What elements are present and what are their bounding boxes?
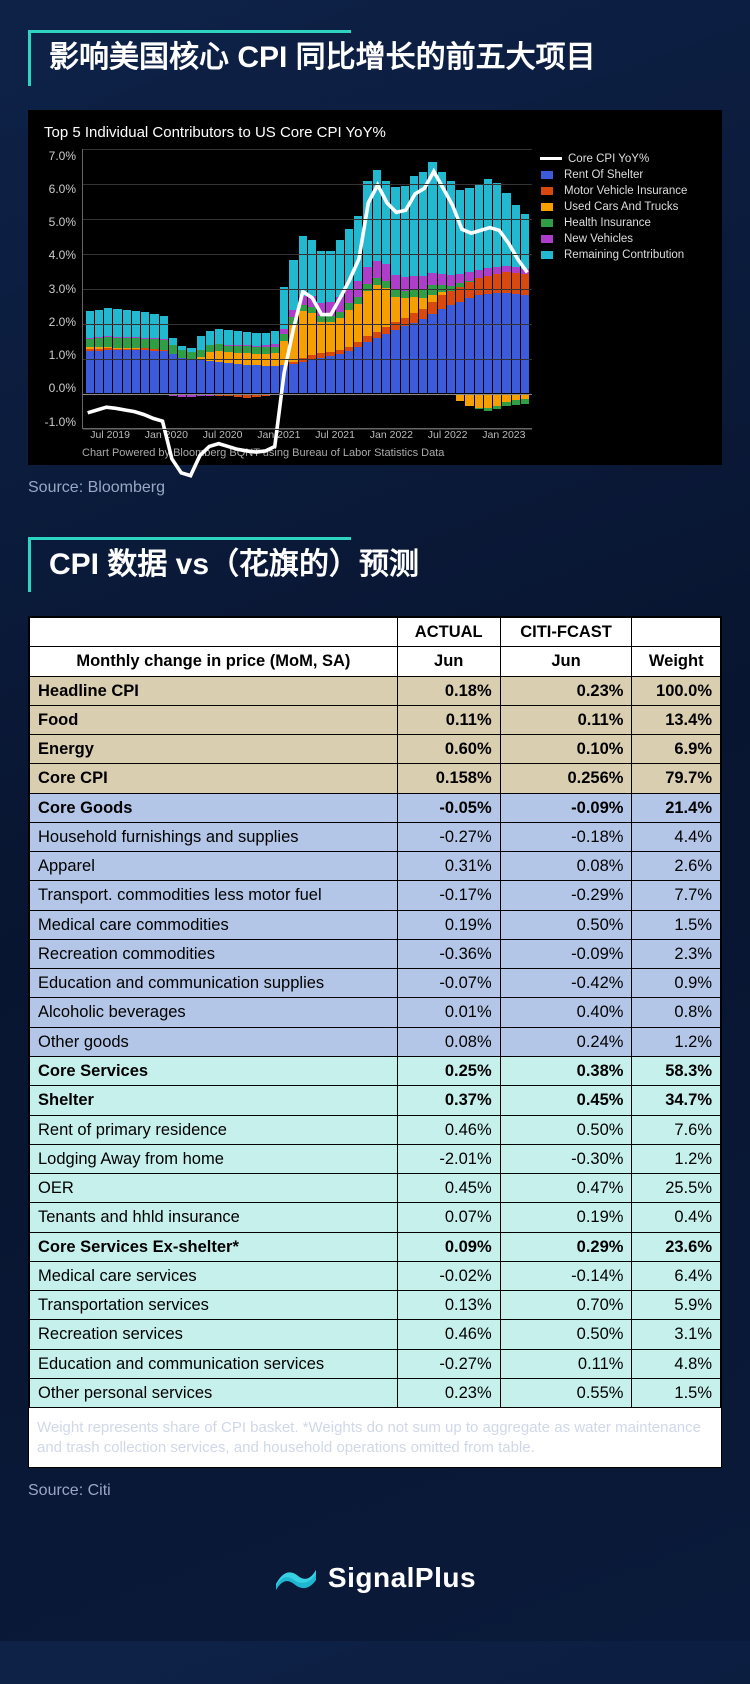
subhdr-label: Monthly change in price (MoM, SA) [30,647,398,676]
chart-y-axis: 7.0%6.0%5.0%4.0%3.0%2.0%1.0%0.0%-1.0% [38,149,82,429]
logo-mark-icon [274,1560,318,1596]
table-row: Other goods0.08%0.24%1.2% [30,1027,721,1056]
table-row: Alcoholic beverages0.01%0.40%0.8% [30,998,721,1027]
col-blank [632,618,721,647]
table-row: Core CPI0.158%0.256%79.7% [30,764,721,793]
cpi-table: ACTUAL CITI-FCAST Monthly change in pric… [29,617,721,1408]
chart-legend: Core CPI YoY%Rent Of ShelterMotor Vehicl… [532,149,712,429]
table-row: Education and communication supplies-0.0… [30,969,721,998]
section-chart: 影响美国核心 CPI 同比增长的前五大项目 Top 5 Individual C… [0,0,750,507]
brand-name: SignalPlus [328,1562,476,1594]
subhdr-c3: Weight [632,647,721,676]
table-subheader-row: Monthly change in price (MoM, SA) Jun Ju… [30,647,721,676]
table-row: Medical care commodities0.19%0.50%1.5% [30,910,721,939]
table-row: Tenants and hhld insurance0.07%0.19%0.4% [30,1203,721,1232]
table-row: Core Services0.25%0.38%58.3% [30,1056,721,1085]
section2-title: CPI 数据 vs（花旗的）预测 [28,537,722,593]
table-row: Headline CPI0.18%0.23%100.0% [30,676,721,705]
table-row: Transportation services0.13%0.70%5.9% [30,1291,721,1320]
chart-title: Top 5 Individual Contributors to US Core… [44,124,712,141]
table-row: Core Goods-0.05%-0.09%21.4% [30,793,721,822]
col-actual: ACTUAL [397,618,500,647]
table-footnote: Weight represents share of CPI basket. *… [29,1408,721,1467]
table-row: Shelter0.37%0.45%34.7% [30,1086,721,1115]
table-row: Lodging Away from home-2.01%-0.30%1.2% [30,1144,721,1173]
subhdr-c1: Jun [397,647,500,676]
table-row: Recreation commodities-0.36%-0.09%2.3% [30,939,721,968]
chart-container: Top 5 Individual Contributors to US Core… [28,110,722,465]
table-row: Core Services Ex-shelter*0.09%0.29%23.6% [30,1232,721,1261]
chart-body: 7.0%6.0%5.0%4.0%3.0%2.0%1.0%0.0%-1.0% Co… [38,149,712,429]
table-body: Headline CPI0.18%0.23%100.0%Food0.11%0.1… [30,676,721,1408]
table-row: Rent of primary residence0.46%0.50%7.6% [30,1115,721,1144]
table-header-row: ACTUAL CITI-FCAST [30,618,721,647]
brand-logo: SignalPlus [274,1560,476,1596]
table-row: Household furnishings and supplies-0.27%… [30,822,721,851]
col-forecast: CITI-FCAST [500,618,632,647]
table-row: Medical care services-0.02%-0.14%6.4% [30,1261,721,1290]
section-table: CPI 数据 vs（花旗的）预测 ACTUAL CITI-FCAST Month… [0,507,750,1511]
table-row: Education and communication services-0.2… [30,1349,721,1378]
chart-plot [82,149,532,429]
section1-title: 影响美国核心 CPI 同比增长的前五大项目 [28,30,722,86]
table-row: Apparel0.31%0.08%2.6% [30,852,721,881]
chart-source-note: Chart Powered by Bloomberg BQNT using Bu… [82,447,712,459]
table-container: ACTUAL CITI-FCAST Monthly change in pric… [28,616,722,1468]
table-row: Food0.11%0.11%13.4% [30,705,721,734]
section2-source: Source: Citi [28,1482,722,1500]
section1-source: Source: Bloomberg [28,479,722,497]
footer: SignalPlus [0,1560,750,1601]
table-row: OER0.45%0.47%25.5% [30,1174,721,1203]
table-row: Transport. commodities less motor fuel-0… [30,881,721,910]
table-row: Recreation services0.46%0.50%3.1% [30,1320,721,1349]
table-row: Other personal services0.23%0.55%1.5% [30,1378,721,1407]
table-row: Energy0.60%0.10%6.9% [30,735,721,764]
subhdr-c2: Jun [500,647,632,676]
chart-x-axis: Jul 2019Jan 2020Jul 2020Jan 2021Jul 2021… [82,429,532,441]
